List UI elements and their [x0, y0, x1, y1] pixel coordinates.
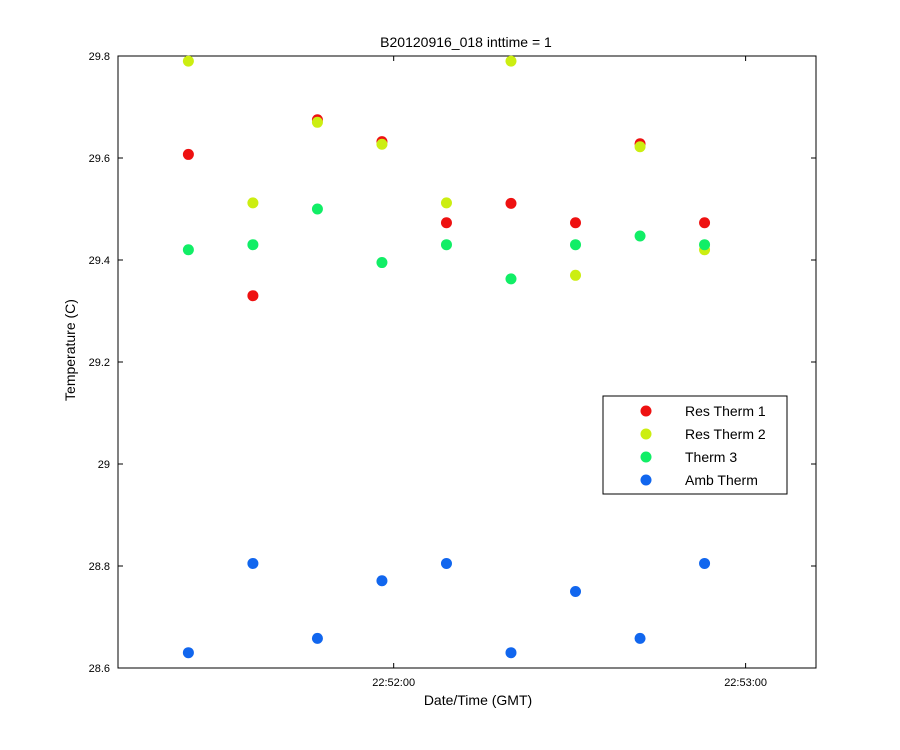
y-tick-label: 29	[98, 459, 110, 471]
data-point	[247, 290, 259, 302]
data-point	[699, 239, 711, 251]
legend-label: Amb Therm	[685, 472, 758, 488]
data-point	[699, 217, 711, 229]
data-point	[505, 273, 517, 285]
series-amb-therm	[182, 557, 711, 659]
legend-label: Res Therm 1	[685, 403, 766, 419]
data-point	[247, 197, 259, 209]
data-point	[570, 217, 582, 229]
y-tick-label: 28.8	[89, 561, 110, 573]
data-point	[311, 203, 323, 215]
data-point	[570, 239, 582, 251]
data-point	[699, 557, 711, 569]
legend-box	[602, 395, 788, 495]
data-point	[634, 632, 646, 644]
y-tick-label: 29.2	[89, 357, 110, 369]
data-point	[376, 138, 388, 150]
y-tick-label: 29.6	[89, 153, 110, 165]
y-axis-label: Temperature (C)	[62, 299, 78, 401]
data-point	[440, 557, 452, 569]
data-point	[634, 230, 646, 242]
data-point	[505, 197, 517, 209]
data-point	[440, 197, 452, 209]
y-axis-ticks: 28.6 28.8 29 29.2 29.4 29.6 29.8	[89, 51, 816, 675]
x-axis-ticks: 22:52:00 22:53:00	[372, 56, 767, 689]
x-axis-label: Date/Time (GMT)	[424, 692, 532, 708]
data-point	[182, 55, 194, 67]
data-point	[376, 257, 388, 269]
x-tick-label: 22:53:00	[724, 677, 767, 689]
data-point	[311, 632, 323, 644]
data-point	[182, 647, 194, 659]
legend-label: Res Therm 2	[685, 426, 766, 442]
data-point	[182, 148, 194, 160]
data-point	[570, 269, 582, 281]
x-tick-label: 22:52:00	[372, 677, 415, 689]
legend-marker	[640, 428, 652, 440]
legend-label: Therm 3	[685, 449, 737, 465]
data-point	[247, 557, 259, 569]
data-points	[182, 55, 711, 659]
data-point	[247, 239, 259, 251]
data-point	[182, 244, 194, 256]
data-point	[505, 55, 517, 67]
legend-marker	[640, 474, 652, 486]
legend-marker	[640, 405, 652, 417]
data-point	[311, 116, 323, 128]
data-point	[570, 586, 582, 597]
data-point	[634, 141, 646, 153]
data-point	[440, 239, 452, 251]
y-tick-label: 29.8	[89, 51, 110, 63]
data-point	[505, 647, 517, 659]
chart-title: B20120916_018 inttime = 1	[380, 34, 552, 50]
plot-area	[117, 55, 817, 669]
data-point	[440, 217, 452, 229]
legend-marker	[640, 451, 652, 463]
series-res-therm-2	[182, 55, 711, 281]
y-tick-label: 29.4	[89, 255, 110, 267]
data-point	[376, 575, 388, 587]
y-tick-label: 28.6	[89, 663, 110, 675]
series-therm-3	[182, 203, 711, 285]
legend: Res Therm 1 Res Therm 2 Therm 3 Amb Therm	[602, 395, 788, 495]
